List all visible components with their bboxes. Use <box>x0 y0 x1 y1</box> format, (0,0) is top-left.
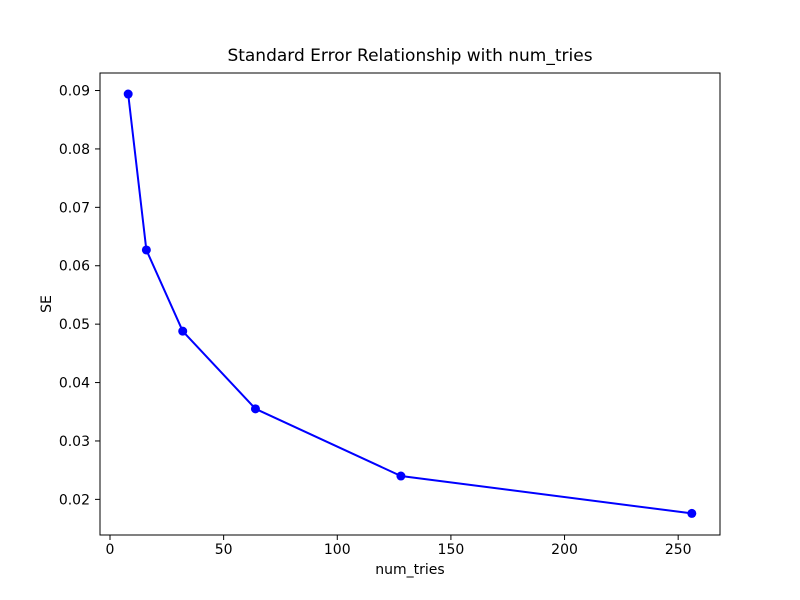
y-tick-label: 0.02 <box>59 492 90 508</box>
data-point-marker <box>250 404 260 414</box>
se-line-series <box>127 93 692 515</box>
y-tick-label: 0.07 <box>59 200 90 216</box>
y-tick-label: 0.03 <box>59 434 90 450</box>
y-tick-label: 0.09 <box>59 84 90 100</box>
x-tick-label: 100 <box>324 542 351 558</box>
data-point-marker <box>687 508 697 518</box>
plot-area <box>99 72 721 536</box>
data-point-marker <box>123 89 133 99</box>
x-tick-label: 50 <box>215 542 233 558</box>
y-tick-label: 0.04 <box>59 376 90 392</box>
data-point-marker <box>141 245 151 255</box>
data-point-marker <box>178 326 188 336</box>
data-point-marker <box>396 471 406 481</box>
y-tick-label: 0.06 <box>59 259 90 275</box>
x-tick-label: 150 <box>438 542 465 558</box>
x-tick-label: 250 <box>665 542 692 558</box>
chart-title: Standard Error Relationship with num_tri… <box>227 46 593 66</box>
x-axis-label: num_tries <box>375 562 445 578</box>
x-tick-label: 0 <box>106 542 115 558</box>
y-tick-label: 0.08 <box>59 142 90 158</box>
x-tick-label: 200 <box>551 542 578 558</box>
y-tick-label: 0.05 <box>59 317 90 333</box>
